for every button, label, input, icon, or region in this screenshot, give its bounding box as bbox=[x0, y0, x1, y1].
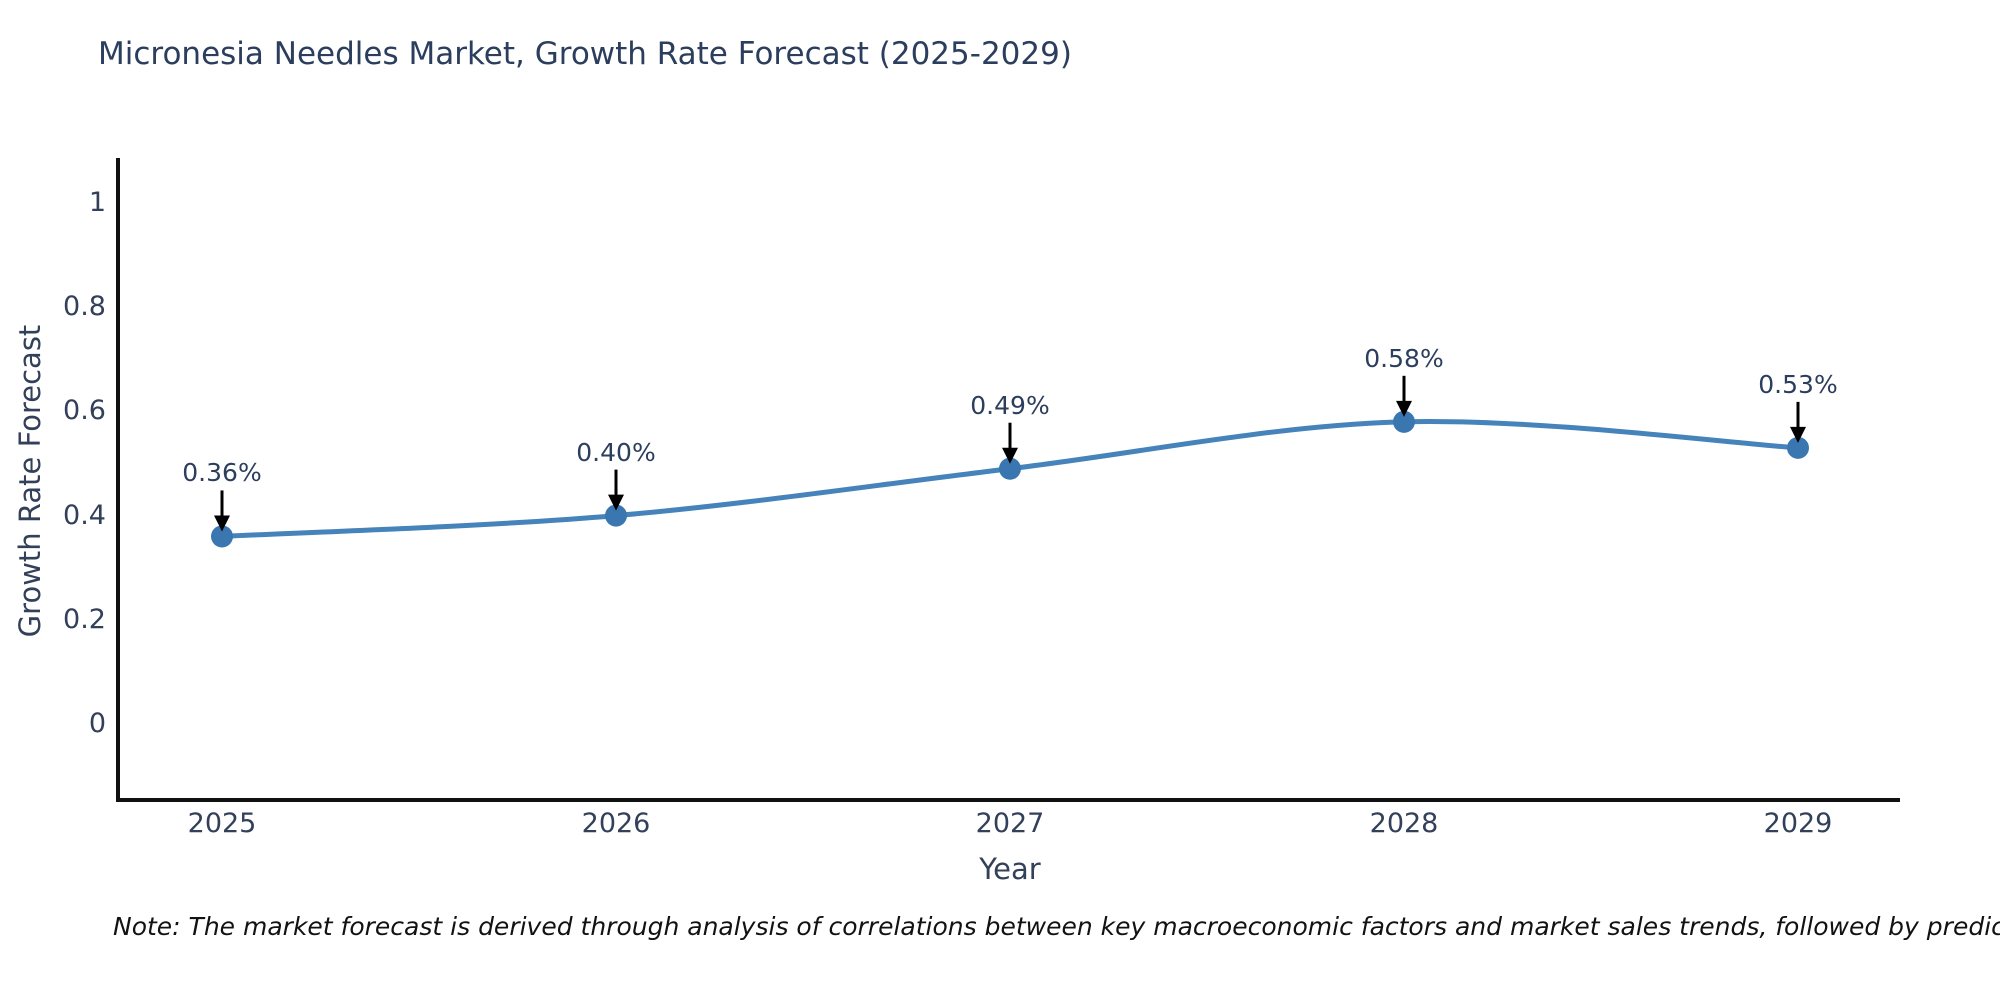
data-point-marker bbox=[1393, 410, 1415, 433]
y-tick-label: 0.2 bbox=[63, 603, 106, 635]
annotation-arrowhead bbox=[1396, 400, 1412, 417]
point-label: 0.49% bbox=[970, 390, 1050, 420]
footnote: Note: The market forecast is derived thr… bbox=[113, 912, 2000, 941]
annotation-arrowhead bbox=[214, 515, 230, 532]
x-axis-title: Year bbox=[979, 852, 1041, 886]
point-label: 0.53% bbox=[1758, 369, 1838, 399]
y-tick-label: 0.6 bbox=[63, 395, 106, 427]
y-tick-label: 0 bbox=[88, 708, 106, 739]
y-tick-label: 0.8 bbox=[63, 291, 106, 323]
series-layer bbox=[211, 375, 1809, 548]
data-point-marker bbox=[211, 525, 233, 548]
point-label: 0.40% bbox=[576, 437, 656, 467]
data-point-marker bbox=[1787, 436, 1809, 459]
x-tick-label: 2028 bbox=[1369, 808, 1439, 839]
data-point-marker bbox=[999, 457, 1021, 480]
x-tick-label: 2027 bbox=[975, 808, 1045, 839]
annotation-arrowhead bbox=[608, 494, 624, 511]
y-tick-label: 0.4 bbox=[63, 499, 106, 531]
point-label: 0.58% bbox=[1364, 343, 1444, 373]
data-point-marker bbox=[605, 504, 627, 527]
annotation-arrowhead bbox=[1002, 447, 1018, 464]
annotation-arrowhead bbox=[1790, 426, 1806, 443]
x-tick-label: 2029 bbox=[1763, 808, 1833, 839]
y-tick-label: 1 bbox=[88, 187, 106, 218]
chart-title: Micronesia Needles Market, Growth Rate F… bbox=[98, 36, 1072, 72]
x-tick-label: 2025 bbox=[187, 808, 257, 839]
point-label: 0.36% bbox=[182, 458, 262, 488]
x-tick-label: 2026 bbox=[581, 808, 651, 839]
